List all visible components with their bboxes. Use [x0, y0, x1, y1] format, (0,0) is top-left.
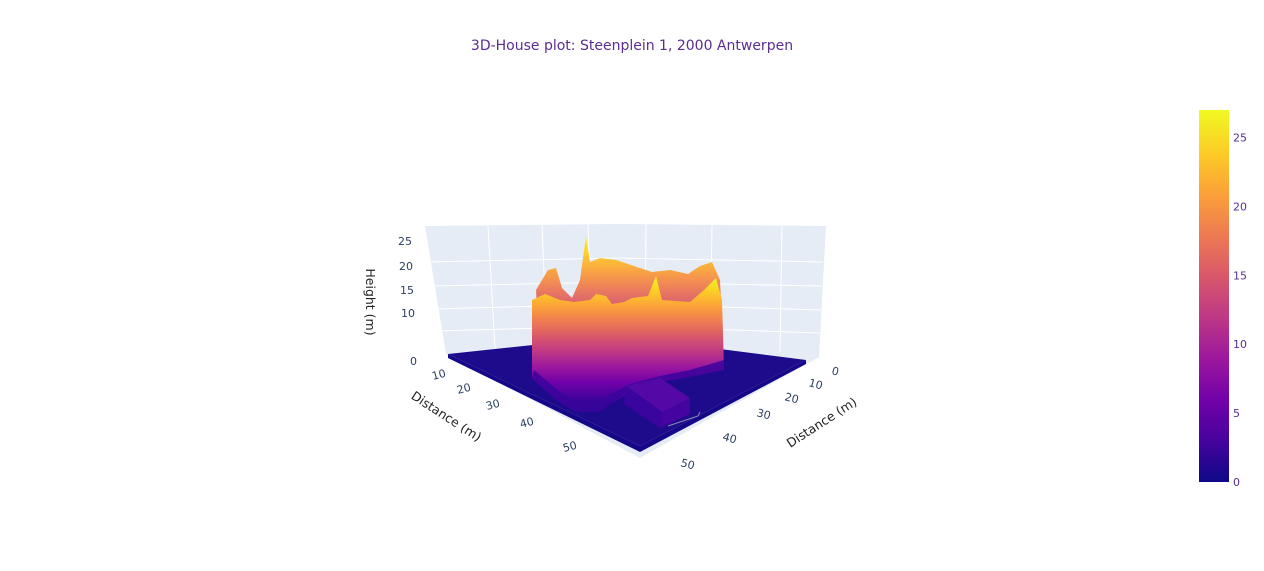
x-tick-20: 20 — [455, 381, 472, 397]
y-tick-10: 10 — [807, 376, 824, 392]
z-tick-15: 15 — [400, 284, 414, 297]
x-tick-30: 30 — [484, 397, 501, 413]
annex-front — [624, 386, 662, 428]
z-tick-0: 0 — [410, 355, 417, 368]
annex-roof — [626, 378, 690, 412]
y-tick-0: 0 — [830, 364, 840, 378]
ground-edge-right — [640, 360, 806, 452]
x-tick-40: 40 — [518, 415, 535, 431]
colorbar-tick-15: 15 — [1233, 269, 1247, 282]
colorbar-ticks: 0 5 10 15 20 25 — [1233, 132, 1247, 489]
chart-title: 3D-House plot: Steenplein 1, 2000 Antwer… — [471, 38, 793, 54]
z-tick-10: 10 — [401, 307, 415, 320]
colorbar-tick-20: 20 — [1233, 200, 1247, 213]
house-surface — [532, 236, 724, 428]
colorbar-tick-0: 0 — [1233, 476, 1240, 489]
colorbar-tick-10: 10 — [1233, 338, 1247, 351]
z-axis: 25 20 15 10 0 Height (m) — [363, 235, 417, 368]
y-tick-20: 20 — [783, 390, 800, 406]
y-tick-30: 30 — [755, 406, 772, 422]
annex-outline — [667, 411, 701, 427]
annex-side — [660, 398, 690, 428]
z-axis-title: Height (m) — [363, 268, 378, 335]
colorbar-ramp — [1199, 110, 1229, 482]
colorbar-tick-5: 5 — [1233, 407, 1240, 420]
z-tick-25: 25 — [398, 235, 412, 248]
x-axis-title: Distance (m) — [409, 388, 485, 444]
y-tick-40: 40 — [721, 430, 738, 446]
x-tick-10: 10 — [430, 367, 447, 383]
colorbar-tick-25: 25 — [1233, 132, 1247, 145]
x-tick-50: 50 — [561, 439, 578, 455]
colorbar: 0 5 10 15 20 25 — [1199, 110, 1247, 489]
y-tick-50: 50 — [679, 456, 696, 472]
z-tick-20: 20 — [399, 260, 413, 273]
ground-edge-left — [448, 354, 640, 452]
